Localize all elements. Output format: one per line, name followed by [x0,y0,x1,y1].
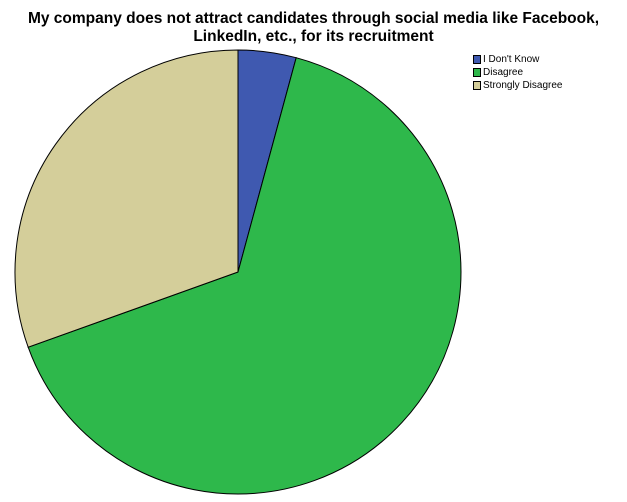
chart-title: My company does not attract candidates t… [0,10,627,46]
chart-title-line-2: LinkedIn, etc., for its recruitment [193,28,434,45]
chart-title-line-1: My company does not attract candidates t… [27,10,600,27]
legend-item-i-don-t-know: I Don't Know [473,53,562,66]
chart-legend: I Don't Know Disagree Strongly Disagree [473,53,562,92]
legend-label-i-don-t-know: I Don't Know [483,54,540,65]
legend-swatch-strongly-disagree [473,81,481,90]
legend-item-disagree: Disagree [473,66,562,79]
legend-label-strongly-disagree: Strongly Disagree [483,80,563,91]
pie-slice-disagree [27,57,462,495]
legend-swatch-i-don-t-know [473,55,481,64]
pie-slice-strongly-disagree [14,49,239,348]
legend-swatch-disagree [473,68,481,77]
legend-item-strongly-disagree: Strongly Disagree [473,79,562,92]
legend-label-disagree: Disagree [483,67,524,78]
